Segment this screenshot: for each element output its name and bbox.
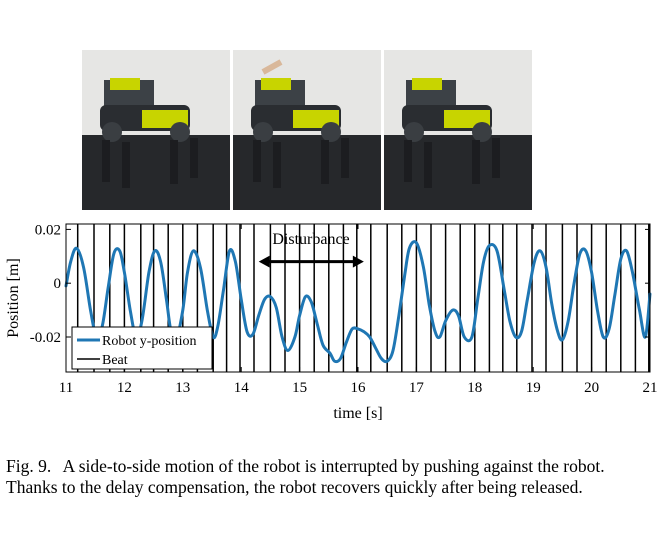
robot-photo-after-push bbox=[384, 50, 532, 210]
legend-label-beat: Beat bbox=[102, 353, 128, 368]
x-tick-label-6: 17 bbox=[409, 380, 425, 396]
x-tick-label-4: 15 bbox=[292, 380, 307, 396]
caption-text: A side-to-side motion of the robot is in… bbox=[6, 456, 605, 497]
x-tick-label-7: 18 bbox=[467, 380, 482, 396]
disturbance-arrow-right-head bbox=[352, 255, 364, 268]
x-tick-label-5: 16 bbox=[351, 380, 367, 396]
x-tick-label-3: 14 bbox=[234, 380, 250, 396]
x-tick-label-0: 11 bbox=[59, 380, 73, 396]
x-axis-label: time [s] bbox=[333, 405, 382, 422]
robot-photo-strip bbox=[82, 50, 582, 210]
series-robot-y-position-line bbox=[64, 240, 652, 364]
legend-label-robot-y-position: Robot y-position bbox=[102, 334, 197, 349]
y-axis-label: Position [m] bbox=[5, 258, 22, 338]
x-tick-label-2: 13 bbox=[175, 380, 190, 396]
robot-photo-before-push bbox=[82, 50, 230, 210]
robot-photo-during-push bbox=[233, 50, 381, 210]
y-axis-ticks: 0.02 0 -0.02 bbox=[30, 222, 650, 346]
y-tick-label-1: 0 bbox=[54, 276, 62, 292]
legend-box bbox=[71, 326, 213, 370]
disturbance-arrow-left-head bbox=[258, 255, 270, 268]
y-tick-label-2: -0.02 bbox=[30, 330, 61, 346]
legend: Robot y-position Beat bbox=[71, 326, 213, 370]
disturbance-label: Disturbance bbox=[272, 231, 349, 248]
disturbance-annotation: Disturbance bbox=[258, 231, 364, 268]
x-axis-ticks: 11 12 13 14 15 16 17 18 19 20 21 bbox=[59, 224, 658, 396]
position-chart: 11 12 13 14 15 16 17 18 19 20 21 0.02 0 -0.02 time [… bbox=[5, 222, 658, 422]
y-tick-label-0: 0.02 bbox=[35, 222, 61, 238]
x-tick-label-8: 19 bbox=[526, 380, 541, 396]
x-tick-label-9: 20 bbox=[584, 380, 599, 396]
x-tick-label-10: 21 bbox=[643, 380, 658, 396]
figure-number: Fig. 9. bbox=[6, 456, 52, 476]
figure-caption: Fig. 9. A side-to-side motion of the rob… bbox=[6, 456, 658, 498]
x-tick-label-1: 12 bbox=[117, 380, 132, 396]
